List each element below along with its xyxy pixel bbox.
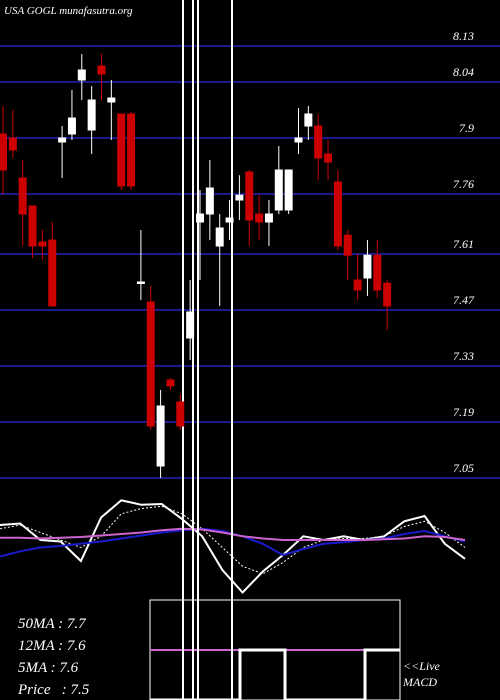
- y-tick-label: 7.05: [453, 461, 474, 475]
- candle-body: [215, 227, 224, 247]
- candle-body: [274, 169, 283, 211]
- candle-body: [87, 99, 96, 131]
- candle-body: [58, 137, 67, 143]
- candle-body: [18, 177, 27, 215]
- y-tick-label: 7.76: [453, 177, 474, 191]
- candle-body: [0, 133, 7, 171]
- candle-body: [264, 213, 273, 223]
- ma-label: 5MA : 7.6: [18, 660, 79, 676]
- decor: [149, 0, 401, 700]
- candle-body: [48, 239, 57, 307]
- candle-body: [186, 311, 195, 339]
- candle-body: [107, 97, 116, 103]
- y-tick-label: 7.19: [453, 405, 474, 419]
- candle-body: [353, 279, 362, 291]
- candle-body: [343, 234, 352, 256]
- y-tick-label: 7.47: [453, 293, 475, 307]
- candle-body: [304, 113, 313, 127]
- y-tick-label: 7.33: [453, 349, 474, 363]
- candle-body: [127, 113, 136, 187]
- candle-body: [225, 217, 234, 223]
- candle-body: [245, 171, 254, 221]
- candle-body: [97, 65, 106, 75]
- candle-body: [333, 181, 342, 247]
- price-label: Price : 7.5: [17, 682, 90, 698]
- indicator-line: [0, 505, 466, 575]
- candle-body: [77, 69, 86, 81]
- candle-body: [284, 169, 293, 211]
- candle-body: [363, 254, 372, 279]
- candle-body: [205, 187, 214, 215]
- candle-body: [235, 194, 244, 201]
- y-tick-label: 7.61: [453, 237, 474, 251]
- candle-body: [28, 205, 37, 247]
- candle-body: [136, 281, 145, 284]
- candle-body: [8, 137, 17, 151]
- candle-body: [67, 117, 76, 135]
- candle-body: [255, 213, 264, 223]
- y-tick-label: 7.9: [459, 121, 474, 135]
- y-tick-label: 8.13: [453, 29, 474, 43]
- candle-body: [166, 379, 175, 387]
- ma-label: 12MA : 7.6: [18, 638, 86, 654]
- candle-body: [373, 254, 382, 291]
- macd-histogram: [150, 648, 400, 700]
- candle-body: [117, 113, 126, 187]
- candle-body: [314, 125, 323, 159]
- live-label: <<Live: [403, 659, 441, 673]
- candle-body: [196, 213, 204, 223]
- chart-title: USA GOGL munafasutra.org: [4, 5, 133, 17]
- ma-label: 50MA : 7.7: [18, 616, 87, 632]
- candle-body: [324, 153, 333, 163]
- candle-body: [156, 405, 165, 467]
- candle-body: [38, 241, 47, 247]
- live-label: MACD: [402, 675, 437, 689]
- candle-body: [383, 282, 392, 307]
- candle-body: [294, 137, 303, 143]
- candle-body: [176, 401, 185, 427]
- y-tick-label: 8.04: [453, 65, 474, 79]
- candle-body: [146, 301, 155, 427]
